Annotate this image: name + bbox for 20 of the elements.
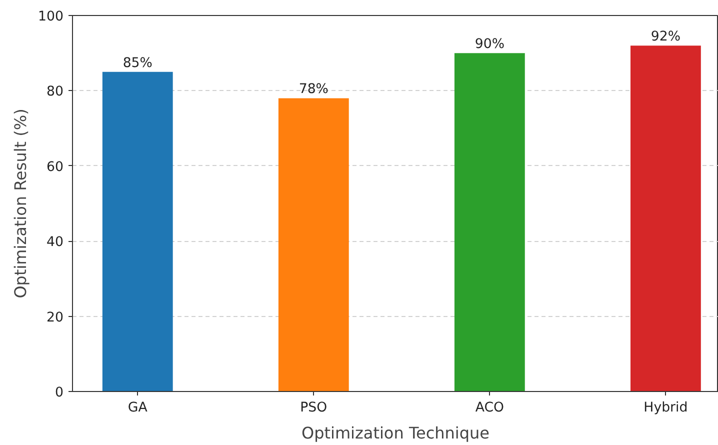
bar (630, 46, 701, 392)
x-tick-label: Hybrid (644, 400, 688, 416)
data-label: 85% (122, 56, 152, 71)
data-label: 92% (650, 30, 681, 45)
y-tick-label: 0 (55, 386, 64, 400)
data-label: 78% (298, 82, 328, 98)
bar (454, 53, 525, 392)
y-tick-label: 60 (46, 160, 64, 175)
y-axis-title: Optimization Result (%) (11, 108, 30, 298)
x-axis-title: Optimization Technique (302, 424, 490, 442)
bar (102, 72, 173, 392)
y-tick-label: 100 (38, 10, 64, 24)
y-tick-label: 40 (46, 235, 64, 250)
x-tick-label: PSO (300, 400, 328, 416)
x-tick-label: GA (128, 400, 148, 416)
x-tick-label: ACO (475, 400, 504, 416)
bar (278, 98, 349, 392)
y-tick-label: 20 (46, 310, 64, 326)
data-label: 90% (474, 37, 504, 52)
y-tick-label: 80 (46, 84, 64, 100)
